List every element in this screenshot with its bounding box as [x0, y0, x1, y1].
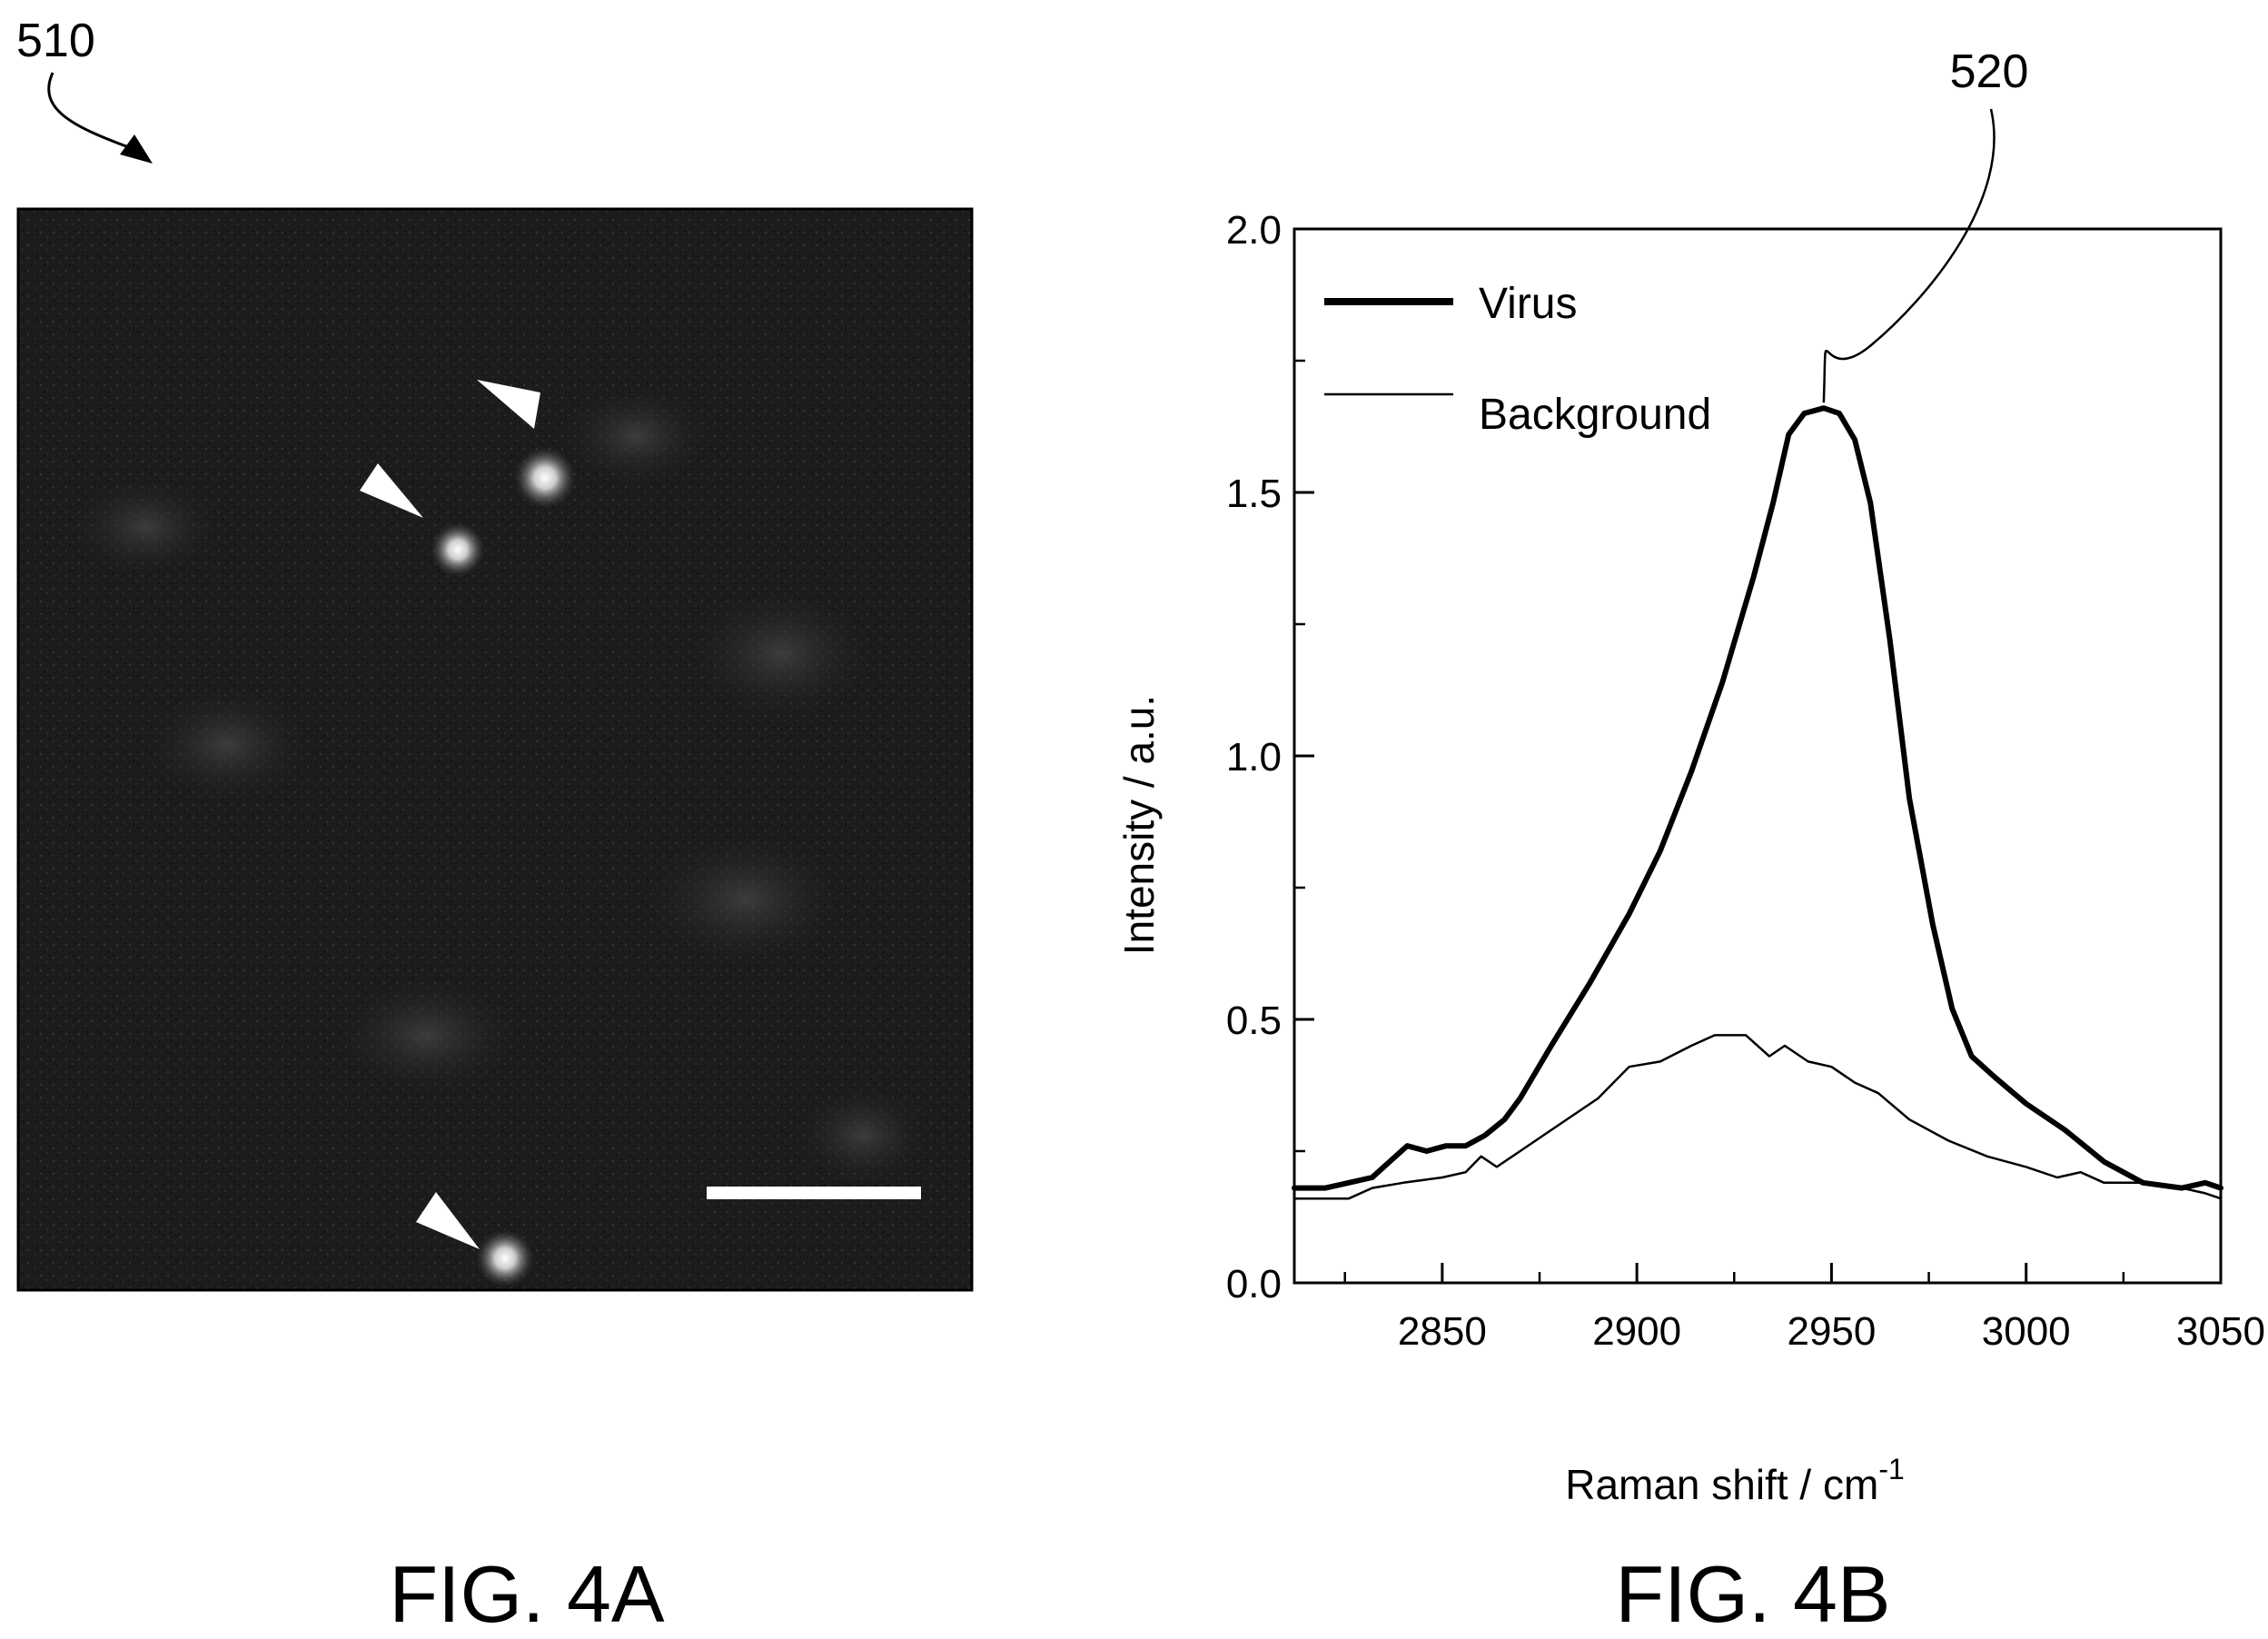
figure-caption-4a: FIG. 4A — [389, 1549, 664, 1639]
figure-caption-4b: FIG. 4B — [1615, 1549, 1890, 1639]
ref-arrow-510 — [47, 72, 137, 152]
ref-leader-520 — [1822, 108, 1996, 403]
arrowhead-marker — [477, 380, 540, 429]
micrograph-haze — [681, 581, 881, 727]
micrograph-image — [16, 207, 974, 1292]
micrograph-haze — [64, 472, 227, 581]
x-tick-label: 2850 — [1398, 1309, 1487, 1354]
ref-label-520: 520 — [1950, 45, 2029, 98]
y-tick-label: 0.0 — [1226, 1262, 1282, 1306]
scale-bar — [707, 1187, 921, 1199]
micrograph-haze — [327, 972, 527, 1099]
y-tick-label: 1.5 — [1226, 472, 1282, 516]
bright-spot — [514, 447, 576, 509]
ref-label-510: 510 — [16, 15, 95, 67]
micrograph-haze — [136, 681, 318, 809]
plot-series — [1292, 405, 2223, 1200]
series-line-virus — [1292, 405, 2223, 1191]
bright-spot — [431, 522, 485, 577]
x-axis-title-main: Raman shift / cm — [1565, 1461, 1878, 1508]
x-tick-label: 3000 — [1982, 1309, 2071, 1354]
plot-frame — [1292, 227, 2223, 1285]
plot-axes — [1292, 227, 2223, 1285]
y-axis-title: Intensity / a.u. — [1115, 695, 1163, 955]
micrograph-haze — [554, 382, 718, 491]
figure-4a: 510 FIG. 4A — [16, 15, 974, 1639]
legend-label-background: Background — [1479, 391, 1711, 439]
legend-label-virus: Virus — [1479, 280, 1578, 328]
x-tick-label: 2950 — [1787, 1309, 1876, 1354]
x-axis-title: Raman shift / cm-1 — [1565, 1453, 1905, 1508]
x-axis-title-superscript: -1 — [1878, 1453, 1904, 1485]
bright-spot — [476, 1229, 534, 1287]
micrograph-haze — [790, 1081, 936, 1190]
axis-ticks: 0.0 0.5 1.0 1.5 2.0 2850 2900 2950 3000 3050 — [1226, 208, 2265, 1354]
arrowhead-marker — [416, 1192, 480, 1249]
ref-arrowhead-510 — [120, 134, 153, 164]
series-line-background — [1292, 1034, 2223, 1200]
arrowhead-marker — [360, 463, 423, 518]
y-tick-label: 2.0 — [1226, 208, 1282, 253]
y-tick-label: 0.5 — [1226, 998, 1282, 1043]
y-tick-label: 1.0 — [1226, 735, 1282, 780]
x-tick-label: 3050 — [2176, 1309, 2265, 1354]
legend: Virus Background — [1324, 280, 1711, 439]
x-tick-label: 2900 — [1592, 1309, 1681, 1354]
micrograph-haze — [636, 827, 854, 972]
